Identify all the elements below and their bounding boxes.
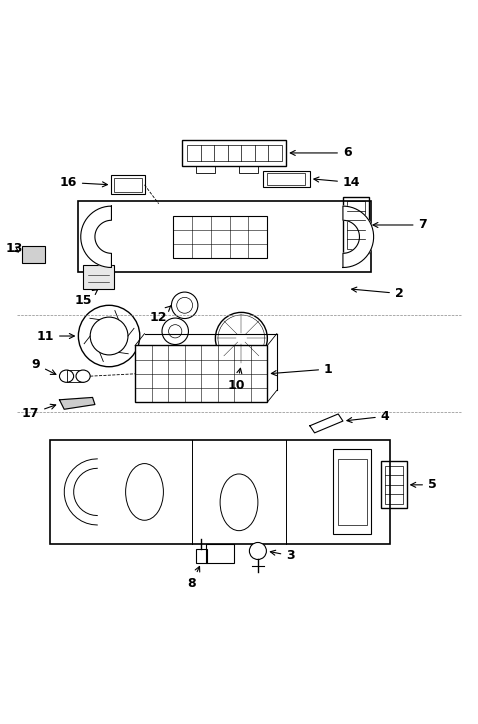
Bar	[135, 345, 267, 402]
Text: 5: 5	[411, 479, 437, 492]
Bar	[334, 450, 371, 534]
Bar	[206, 544, 234, 563]
Bar	[262, 171, 310, 188]
Polygon shape	[310, 414, 343, 433]
Ellipse shape	[228, 325, 254, 351]
Ellipse shape	[78, 306, 140, 367]
Ellipse shape	[234, 331, 249, 346]
Text: 4: 4	[347, 410, 390, 423]
Ellipse shape	[226, 323, 257, 354]
Ellipse shape	[223, 320, 260, 356]
Text: 6: 6	[290, 146, 351, 159]
Bar	[343, 197, 369, 253]
Ellipse shape	[76, 370, 90, 382]
Text: 14: 14	[314, 176, 360, 189]
Ellipse shape	[162, 318, 188, 345]
Bar	[50, 440, 390, 544]
Text: 7: 7	[373, 219, 427, 232]
Bar	[173, 216, 267, 258]
Ellipse shape	[59, 370, 74, 382]
Text: 9: 9	[32, 358, 56, 374]
Polygon shape	[343, 206, 374, 267]
Text: 1: 1	[272, 363, 333, 376]
Ellipse shape	[220, 474, 258, 531]
Bar	[267, 173, 305, 185]
Text: 16: 16	[59, 176, 108, 189]
Bar	[83, 265, 114, 289]
Ellipse shape	[218, 315, 265, 362]
Bar	[22, 246, 45, 263]
Bar	[66, 370, 83, 382]
Bar	[78, 201, 371, 272]
Text: 13: 13	[5, 242, 22, 255]
Ellipse shape	[177, 298, 193, 313]
Bar	[381, 461, 407, 508]
Bar	[239, 166, 258, 173]
Bar	[196, 166, 216, 173]
Bar	[187, 145, 282, 161]
Bar	[347, 201, 365, 248]
Text: 11: 11	[36, 329, 75, 342]
Ellipse shape	[172, 292, 198, 319]
Polygon shape	[81, 206, 111, 267]
Text: 2: 2	[352, 287, 403, 300]
Ellipse shape	[169, 324, 182, 338]
Text: 12: 12	[150, 306, 171, 324]
Ellipse shape	[250, 542, 266, 560]
Text: 8: 8	[187, 566, 200, 590]
Text: 15: 15	[75, 290, 98, 307]
Ellipse shape	[216, 312, 267, 364]
Bar	[114, 178, 142, 192]
Ellipse shape	[90, 317, 128, 355]
Bar	[111, 175, 144, 194]
Bar	[338, 459, 367, 525]
Text: 10: 10	[228, 369, 245, 392]
Ellipse shape	[126, 463, 163, 521]
Text: 3: 3	[271, 550, 295, 563]
Bar	[384, 466, 403, 504]
Bar	[196, 549, 207, 563]
Text: 17: 17	[22, 404, 55, 421]
Bar	[182, 140, 286, 166]
Polygon shape	[59, 397, 95, 409]
